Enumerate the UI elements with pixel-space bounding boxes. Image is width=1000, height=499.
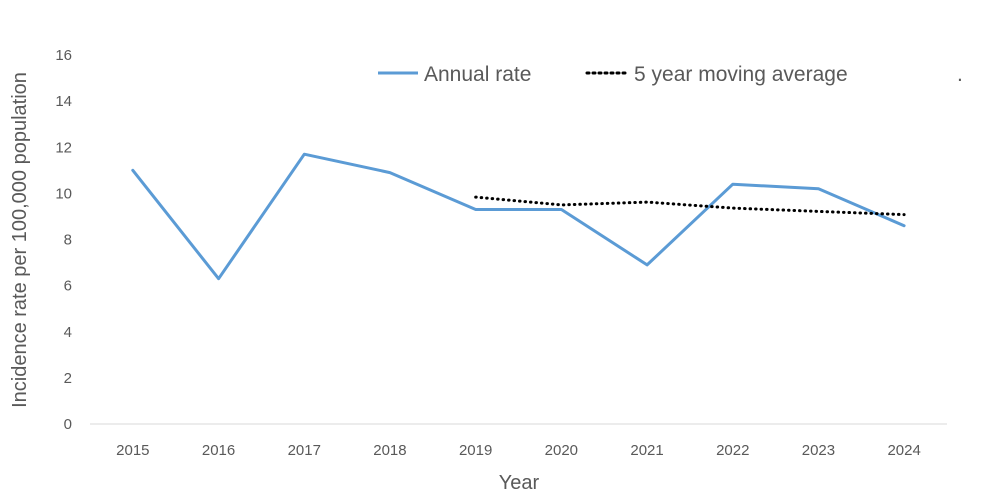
x-tick-label: 2015: [116, 442, 149, 459]
y-tick-label: 4: [64, 324, 72, 341]
series-layer: [131, 152, 906, 281]
y-tick-label: 16: [55, 47, 72, 64]
x-tick-label: 2024: [887, 442, 920, 459]
y-tick-label: 12: [55, 139, 72, 156]
y-tick-label: 8: [64, 232, 72, 249]
x-tick-label: 2023: [802, 442, 835, 459]
x-tick-label: 2020: [545, 442, 578, 459]
x-tick-label: 2022: [716, 442, 749, 459]
y-tick-label: 10: [55, 185, 72, 202]
y-tick-label: 2: [64, 370, 72, 387]
x-tick-label: 2017: [288, 442, 321, 459]
x-tick-label: 2018: [373, 442, 406, 459]
legend-label-annual-rate: Annual rate: [424, 63, 531, 86]
series-line-moving-average: [474, 195, 906, 217]
y-tick-label: 6: [64, 278, 72, 295]
x-tick-label: 2021: [630, 442, 663, 459]
y-axis-title: Incidence rate per 100,000 population: [9, 72, 31, 408]
x-tick-label: 2019: [459, 442, 492, 459]
y-tick-label: 14: [55, 93, 72, 110]
x-axis-title: Year: [499, 472, 540, 494]
legend-trailing-mark: .: [957, 63, 963, 86]
x-tick-label: 2016: [202, 442, 235, 459]
legend-label-moving-average: 5 year moving average: [634, 63, 848, 86]
x-axis-tick-labels: 2015 2016 2017 2018 2019 2020 2021 2022 2023 2024: [116, 442, 921, 459]
y-axis-tick-labels: 0 2 4 6 8 10 12 14 16: [55, 47, 72, 433]
legend: Annual rate 5 year moving average .: [378, 63, 963, 86]
series-line-annual-rate: [131, 152, 906, 281]
y-tick-label: 0: [64, 416, 72, 433]
